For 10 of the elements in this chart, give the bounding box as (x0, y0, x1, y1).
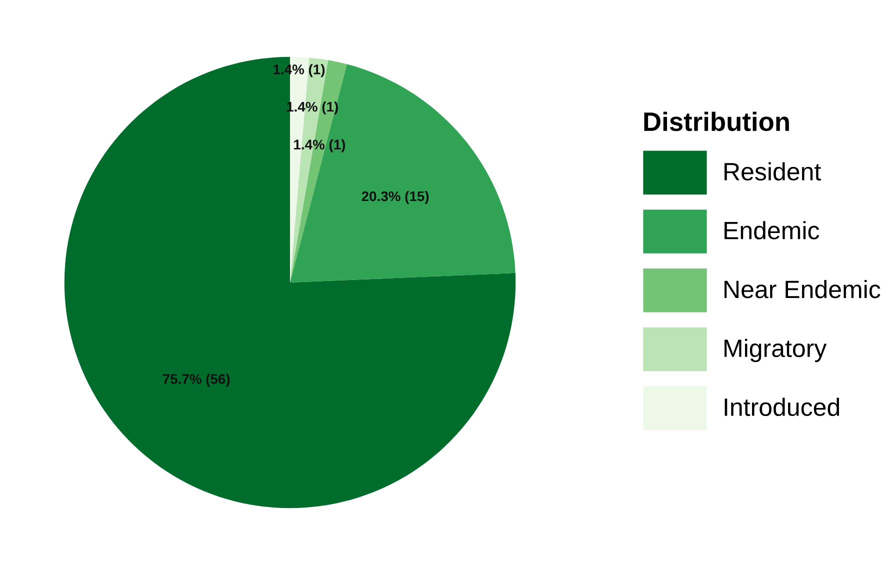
legend-label: Introduced (724, 398, 840, 416)
legend-title: Distribution (644, 112, 789, 132)
legend-label: Migratory (724, 338, 827, 362)
data-label: 1.4% (1) (294, 139, 346, 152)
legend-label: Resident (724, 162, 821, 181)
pie-slice (64, 56, 516, 508)
data-label: 20.3% (15) (362, 190, 429, 204)
legend-label: Endemic (724, 221, 820, 240)
legend-label: Near Endemic (724, 280, 880, 298)
data-label: 75.7% (56) (162, 374, 230, 387)
